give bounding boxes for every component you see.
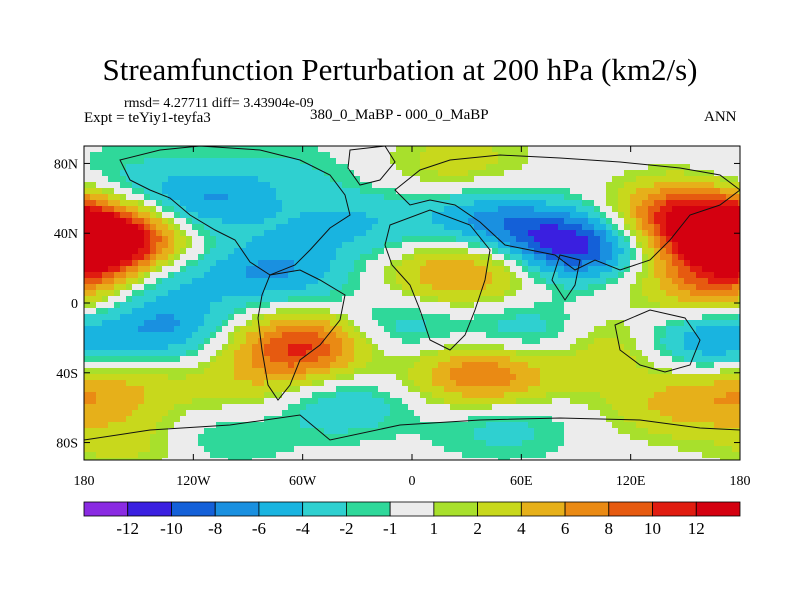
colorbar-swatch — [171, 501, 216, 517]
lat-label: 80S — [56, 437, 78, 452]
colorbar-swatch — [345, 501, 391, 517]
coastline-greenland — [347, 146, 396, 186]
coastline-south-america — [257, 269, 346, 401]
colorbar-label: 2 — [473, 519, 482, 538]
colorbar-label: 4 — [517, 519, 526, 538]
colorbar-swatch — [608, 501, 653, 517]
coastline-india — [551, 254, 581, 301]
colorbar-swatch — [695, 501, 741, 517]
colorbar-swatch — [652, 501, 697, 517]
colorbar-label: -6 — [252, 519, 266, 538]
lat-label: 40S — [56, 367, 78, 382]
colorbar-label: -2 — [339, 519, 353, 538]
lon-label: 180 — [730, 474, 751, 489]
lon-label: 180 — [74, 474, 95, 489]
colorbar-swatch — [564, 501, 610, 517]
colorbar-swatch — [520, 501, 566, 517]
colorbar-swatch — [258, 501, 304, 517]
colorbar-label: -10 — [160, 519, 183, 538]
lat-label: 40N — [54, 227, 78, 242]
colorbar-swatch — [214, 501, 260, 517]
colorbar-swatch — [127, 501, 172, 517]
axes: 80N 40N 0 40S 80S 180 120W 60W 0 60E 120E 180 — [54, 146, 751, 489]
colorbar-swatch — [433, 501, 479, 517]
colorbar-label: -8 — [208, 519, 222, 538]
lon-label: 0 — [409, 474, 416, 489]
colorbar-label: 6 — [561, 519, 570, 538]
lon-label: 60E — [510, 474, 533, 489]
coastline-eurasia — [394, 154, 740, 271]
coastline-antarctica — [84, 414, 740, 460]
stats-line: rmsd= 4.27711 diff= 3.43904e-09 — [124, 96, 314, 111]
colorbar-label: -4 — [296, 519, 311, 538]
coastlines — [84, 146, 740, 460]
season-label: ANN — [704, 109, 737, 125]
coastline-australia — [614, 309, 701, 373]
coastline-north-america — [119, 146, 351, 276]
colorbar-swatch — [83, 501, 129, 517]
colorbar-swatch — [477, 501, 522, 517]
comparison-line: 380_0_MaBP - 000_0_MaBP — [310, 107, 489, 123]
experiment-line: Expt = teYiy1-teyfa3 — [84, 110, 211, 126]
lon-label: 120W — [176, 474, 211, 489]
lat-label: 0 — [71, 297, 78, 312]
lon-label: 120E — [616, 474, 646, 489]
plot-title: Streamfunction Perturbation at 200 hPa (… — [102, 52, 698, 87]
colorbar-label: 8 — [605, 519, 614, 538]
colorbar-label: -12 — [116, 519, 139, 538]
colorbar-label: 1 — [430, 519, 439, 538]
colorbar-label: -1 — [383, 519, 397, 538]
coastline-africa — [384, 209, 491, 351]
colorbar-swatch — [302, 501, 347, 517]
lat-label: 80N — [54, 157, 78, 172]
lon-label: 60W — [289, 474, 317, 489]
colorbar-label: 12 — [688, 519, 705, 538]
colorbar-swatch — [389, 501, 435, 517]
colorbar-label: 10 — [644, 519, 661, 538]
contour-field — [84, 146, 740, 460]
